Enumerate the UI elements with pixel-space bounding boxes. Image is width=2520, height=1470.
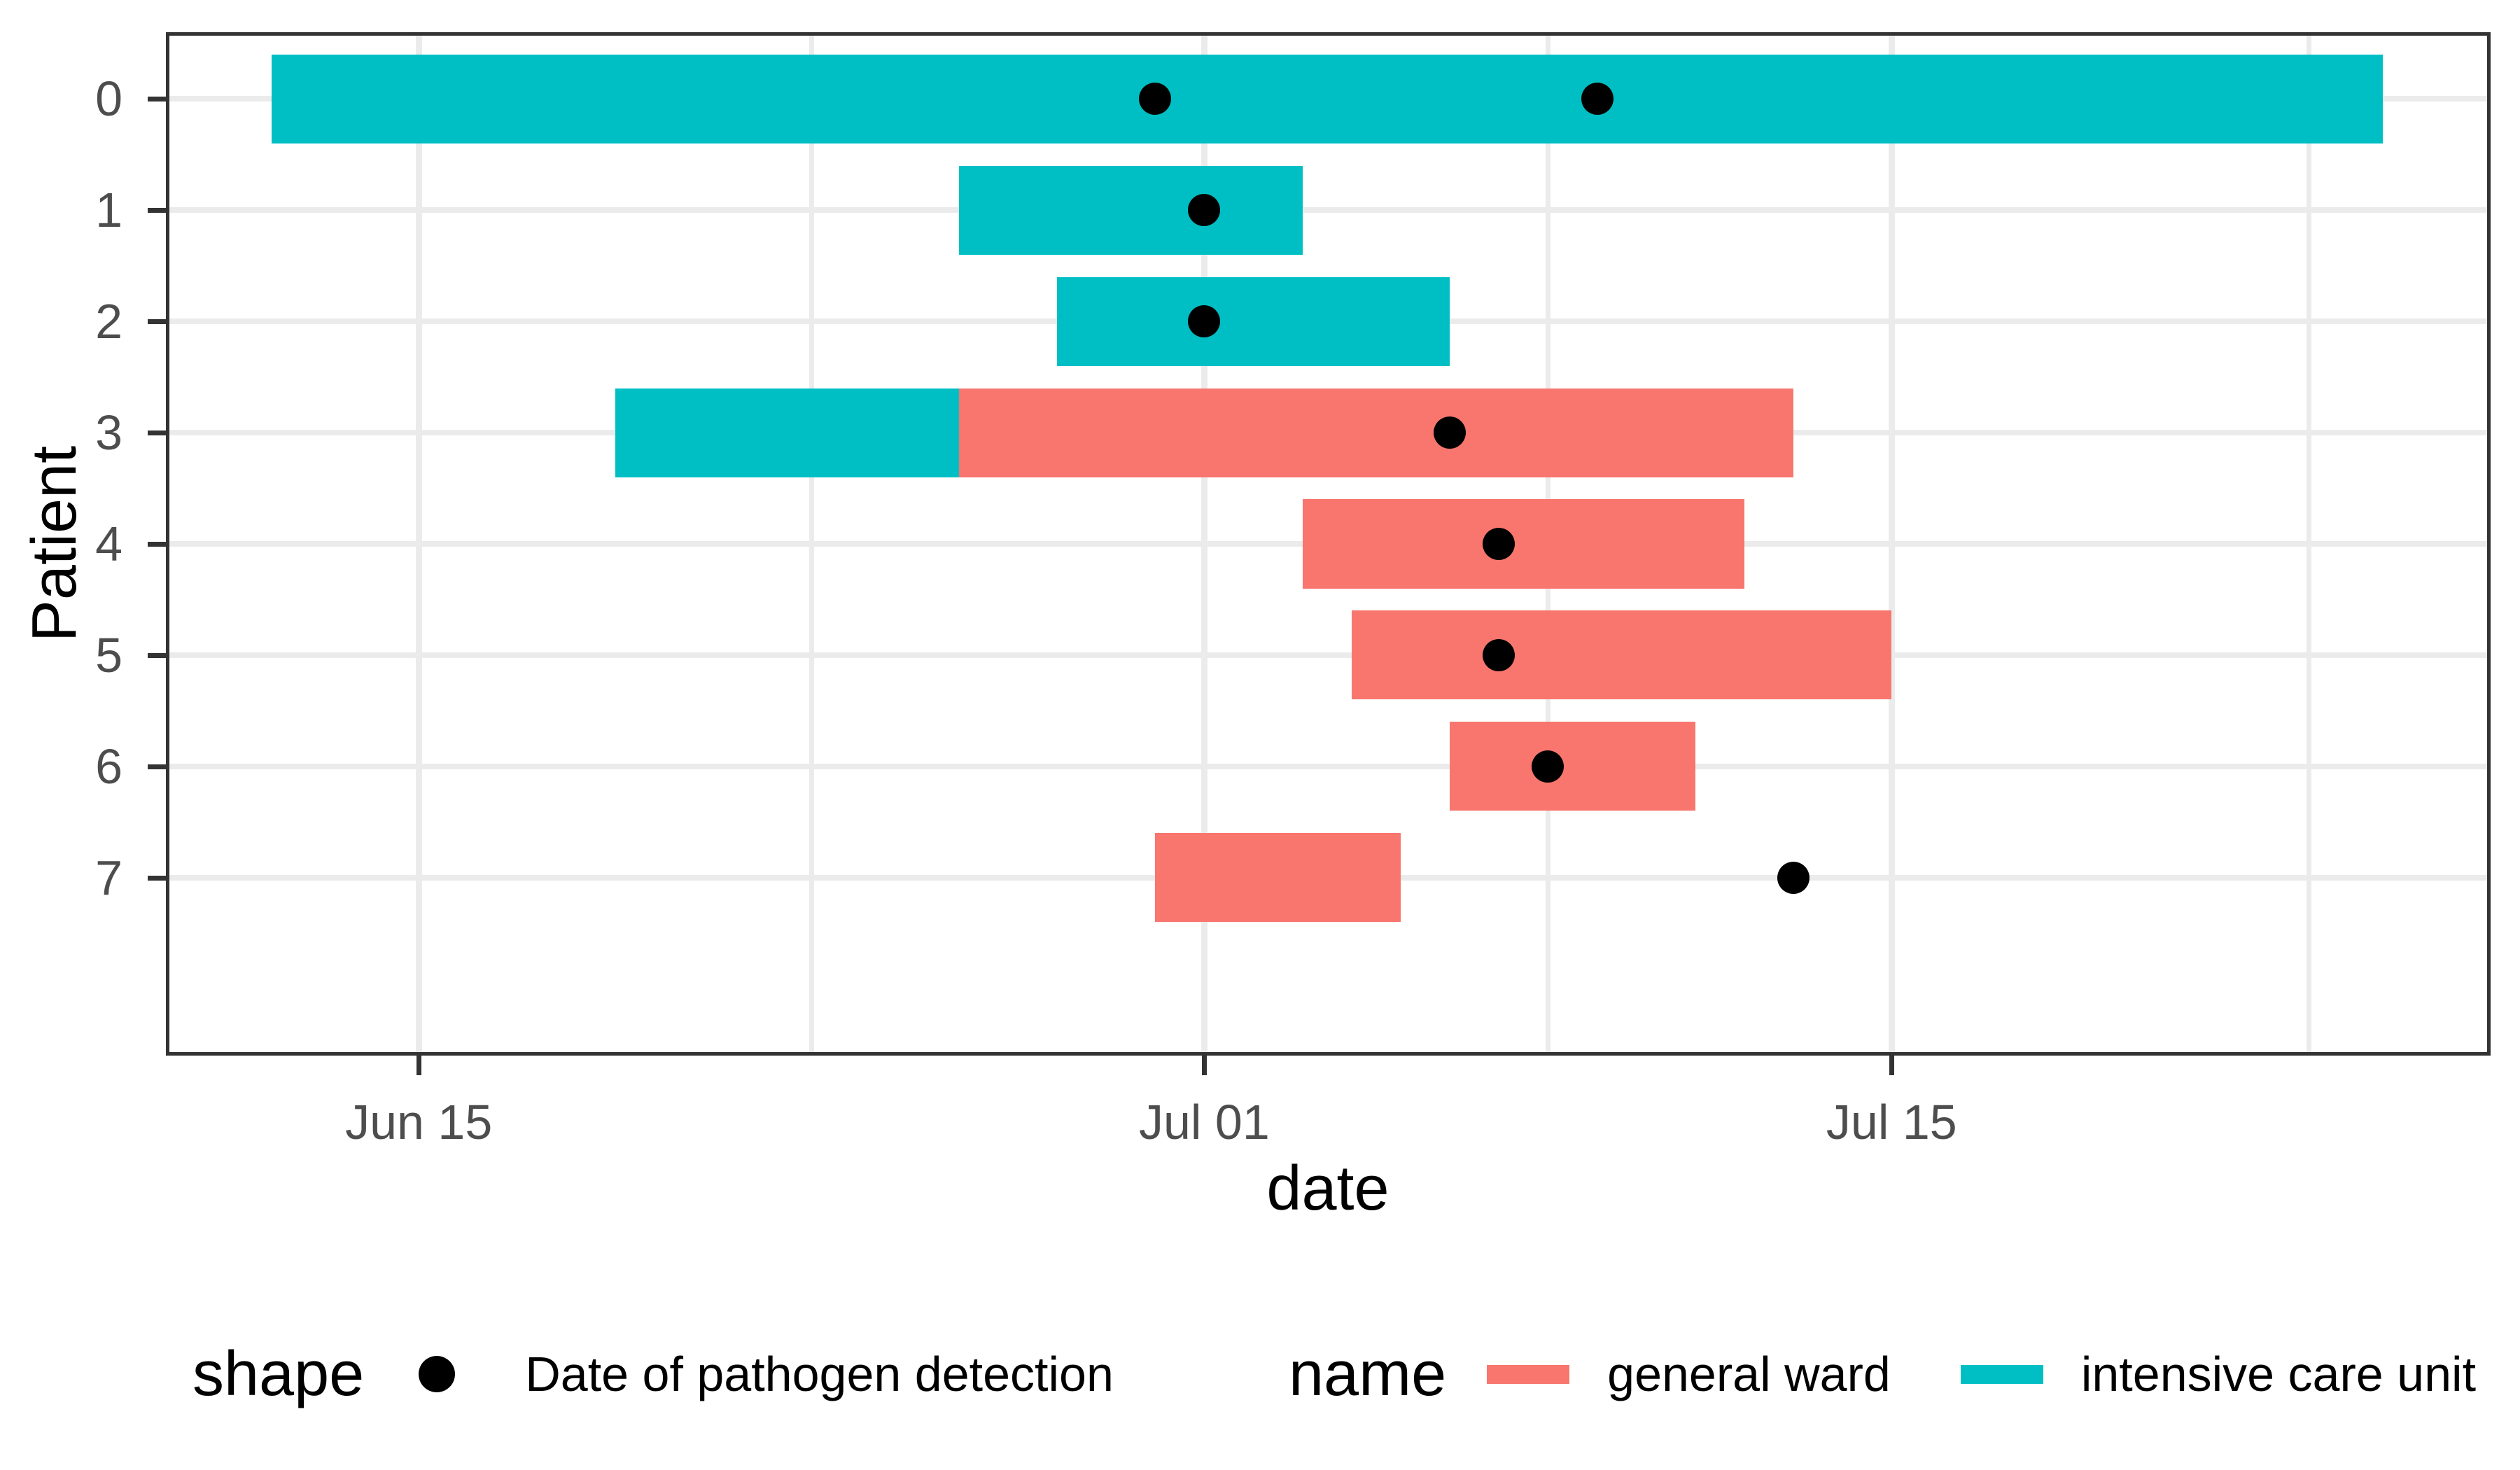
gridline-major-vertical xyxy=(1889,36,1896,1052)
x-axis-tick xyxy=(416,1056,422,1075)
y-axis-tick-label: 2 xyxy=(95,294,122,349)
y-axis-tick-label: 5 xyxy=(95,627,122,682)
plot-panel xyxy=(166,32,2491,1056)
detection-dot-patient-5 xyxy=(1483,638,1516,671)
y-axis-tick xyxy=(148,764,166,769)
detection-dot-patient-3 xyxy=(1434,416,1466,449)
legend-name: name general ward intensive care unit xyxy=(1289,1343,2476,1406)
stay-bar-patient-5 xyxy=(1351,610,1892,700)
detection-dot-patient-1 xyxy=(1188,194,1221,227)
y-axis-tick xyxy=(148,542,166,547)
x-axis-tick-label: Jul 01 xyxy=(1138,1095,1270,1149)
stay-bar-patient-0 xyxy=(271,54,2383,144)
legend-shape: shape Date of pathogen detection xyxy=(192,1343,1114,1406)
legend-shape-title: shape xyxy=(192,1339,365,1409)
detection-dot-patient-0 xyxy=(1139,83,1172,115)
y-axis-tick-label: 1 xyxy=(95,183,122,238)
detection-dot-patient-2 xyxy=(1188,305,1221,338)
gridline-horizontal xyxy=(169,763,2487,769)
x-axis-tick-label: Jul 15 xyxy=(1826,1095,1957,1149)
y-axis-title: Patient xyxy=(20,445,90,643)
y-axis-tick xyxy=(148,97,166,102)
legend-name-item-label: general ward xyxy=(1607,1347,1891,1401)
detection-dot-patient-4 xyxy=(1483,528,1516,560)
y-axis-tick xyxy=(148,319,166,325)
detection-dot-patient-0 xyxy=(1581,83,1614,115)
legend-name-title: name xyxy=(1289,1339,1447,1409)
y-axis-tick xyxy=(148,652,166,658)
stay-bar-patient-2 xyxy=(1056,276,1450,366)
y-axis-tick xyxy=(148,875,166,881)
stay-bar-patient-3 xyxy=(958,388,1794,477)
detection-dot-patient-6 xyxy=(1532,750,1564,783)
y-axis-tick-label: 0 xyxy=(95,71,122,127)
detection-point-key-icon xyxy=(419,1356,456,1392)
x-axis-tick xyxy=(1202,1056,1208,1075)
gridline-major-vertical xyxy=(416,36,423,1052)
gridline-minor-vertical xyxy=(809,36,815,1052)
y-axis-tick-label: 4 xyxy=(95,517,122,571)
gridline-horizontal xyxy=(169,207,2487,214)
stay-bar-patient-7 xyxy=(1155,833,1401,923)
x-axis-tick-label: Jun 15 xyxy=(345,1095,493,1149)
gridline-minor-vertical xyxy=(2306,36,2312,1052)
icu-key-icon xyxy=(1960,1364,2043,1384)
x-axis-title: date xyxy=(1266,1154,1390,1224)
stay-bar-patient-6 xyxy=(1450,722,1695,811)
y-axis-tick-label: 7 xyxy=(95,850,122,905)
y-axis-tick-label: 3 xyxy=(95,405,122,461)
legend-name-item-label: intensive care unit xyxy=(2080,1347,2477,1401)
stay-bar-patient-1 xyxy=(958,165,1303,255)
detection-dot-patient-7 xyxy=(1777,861,1810,894)
gridline-horizontal xyxy=(169,652,2487,658)
legend-shape-item-label: Date of pathogen detection xyxy=(525,1347,1114,1401)
y-axis-tick xyxy=(148,208,166,214)
general-ward-key-icon xyxy=(1487,1364,1570,1384)
stay-bar-patient-3 xyxy=(615,388,959,477)
gridline-major-vertical xyxy=(1201,36,1208,1052)
y-axis-tick-label: 6 xyxy=(95,738,122,794)
y-axis-tick xyxy=(148,430,166,436)
x-axis-tick xyxy=(1889,1056,1895,1075)
stay-bar-patient-4 xyxy=(1302,499,1744,589)
